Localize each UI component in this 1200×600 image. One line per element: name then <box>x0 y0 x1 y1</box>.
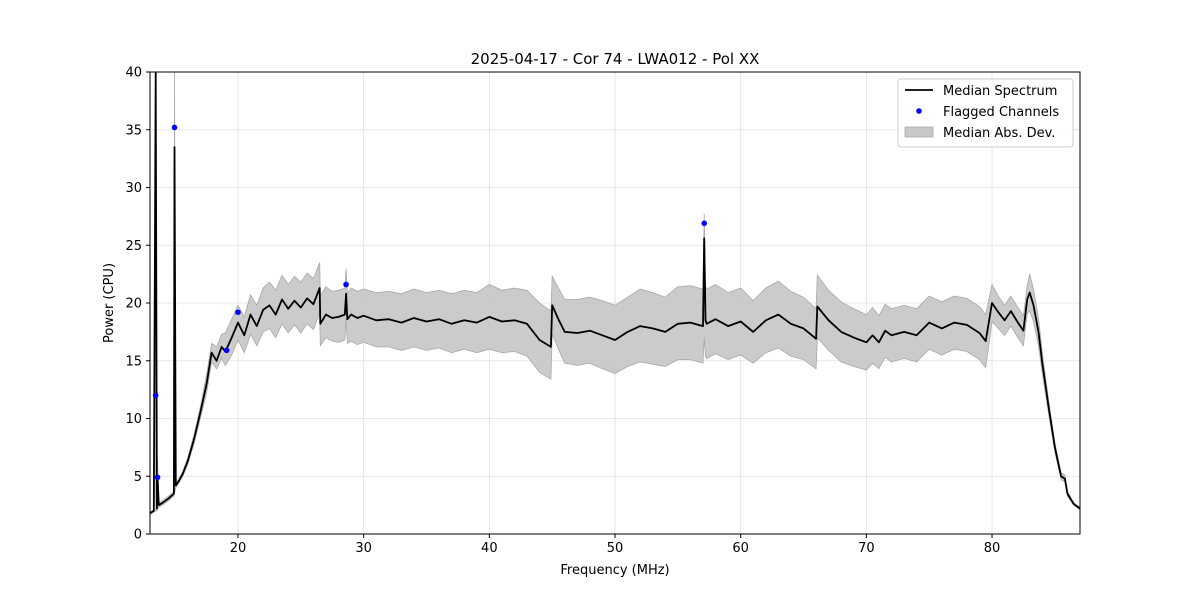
chart-title: 2025-04-17 - Cor 74 - LWA012 - Pol XX <box>471 50 760 68</box>
legend-dot-swatch <box>916 108 922 114</box>
x-tick-label: 60 <box>732 541 749 556</box>
y-tick-label: 20 <box>125 297 142 312</box>
flagged-point <box>154 474 161 481</box>
y-tick-label: 35 <box>125 123 142 138</box>
y-tick-label: 30 <box>125 181 142 196</box>
y-tick-label: 5 <box>134 470 142 485</box>
x-tick-label: 40 <box>481 541 498 556</box>
flagged-point <box>343 281 349 288</box>
legend-flagged-channels: Flagged Channels <box>943 105 1059 120</box>
flagged-point <box>152 392 159 399</box>
y-axis-label: Power (CPU) <box>102 263 117 343</box>
x-tick-label: 20 <box>230 541 247 556</box>
y-tick-label: 40 <box>125 66 142 81</box>
legend-box <box>897 78 1074 148</box>
y-axis-ticks: 0 5 10 15 20 25 30 35 40 <box>125 66 150 543</box>
legend-median-spectrum: Median Spectrum <box>943 84 1057 99</box>
flagged-point <box>235 309 241 316</box>
legend: Median Spectrum Flagged Channels Median … <box>897 78 1074 148</box>
legend-median-abs-dev: Median Abs. Dev. <box>943 126 1055 141</box>
x-tick-label: 30 <box>355 541 372 556</box>
y-tick-label: 15 <box>125 354 142 369</box>
y-tick-label: 25 <box>125 239 142 254</box>
y-tick-label: 10 <box>125 412 142 427</box>
x-axis-ticks: 20 30 40 50 60 70 80 <box>230 534 1001 556</box>
x-axis-label: Frequency (MHz) <box>560 563 669 578</box>
flagged-point <box>223 347 230 354</box>
flagged-points <box>152 124 708 481</box>
flagged-point <box>171 124 178 131</box>
x-tick-label: 80 <box>984 541 1001 556</box>
x-tick-label: 70 <box>858 541 875 556</box>
mad-band <box>150 72 1080 515</box>
legend-band-swatch <box>904 126 934 138</box>
x-tick-label: 50 <box>607 541 624 556</box>
flagged-point <box>701 220 708 227</box>
y-tick-label: 0 <box>134 528 142 543</box>
